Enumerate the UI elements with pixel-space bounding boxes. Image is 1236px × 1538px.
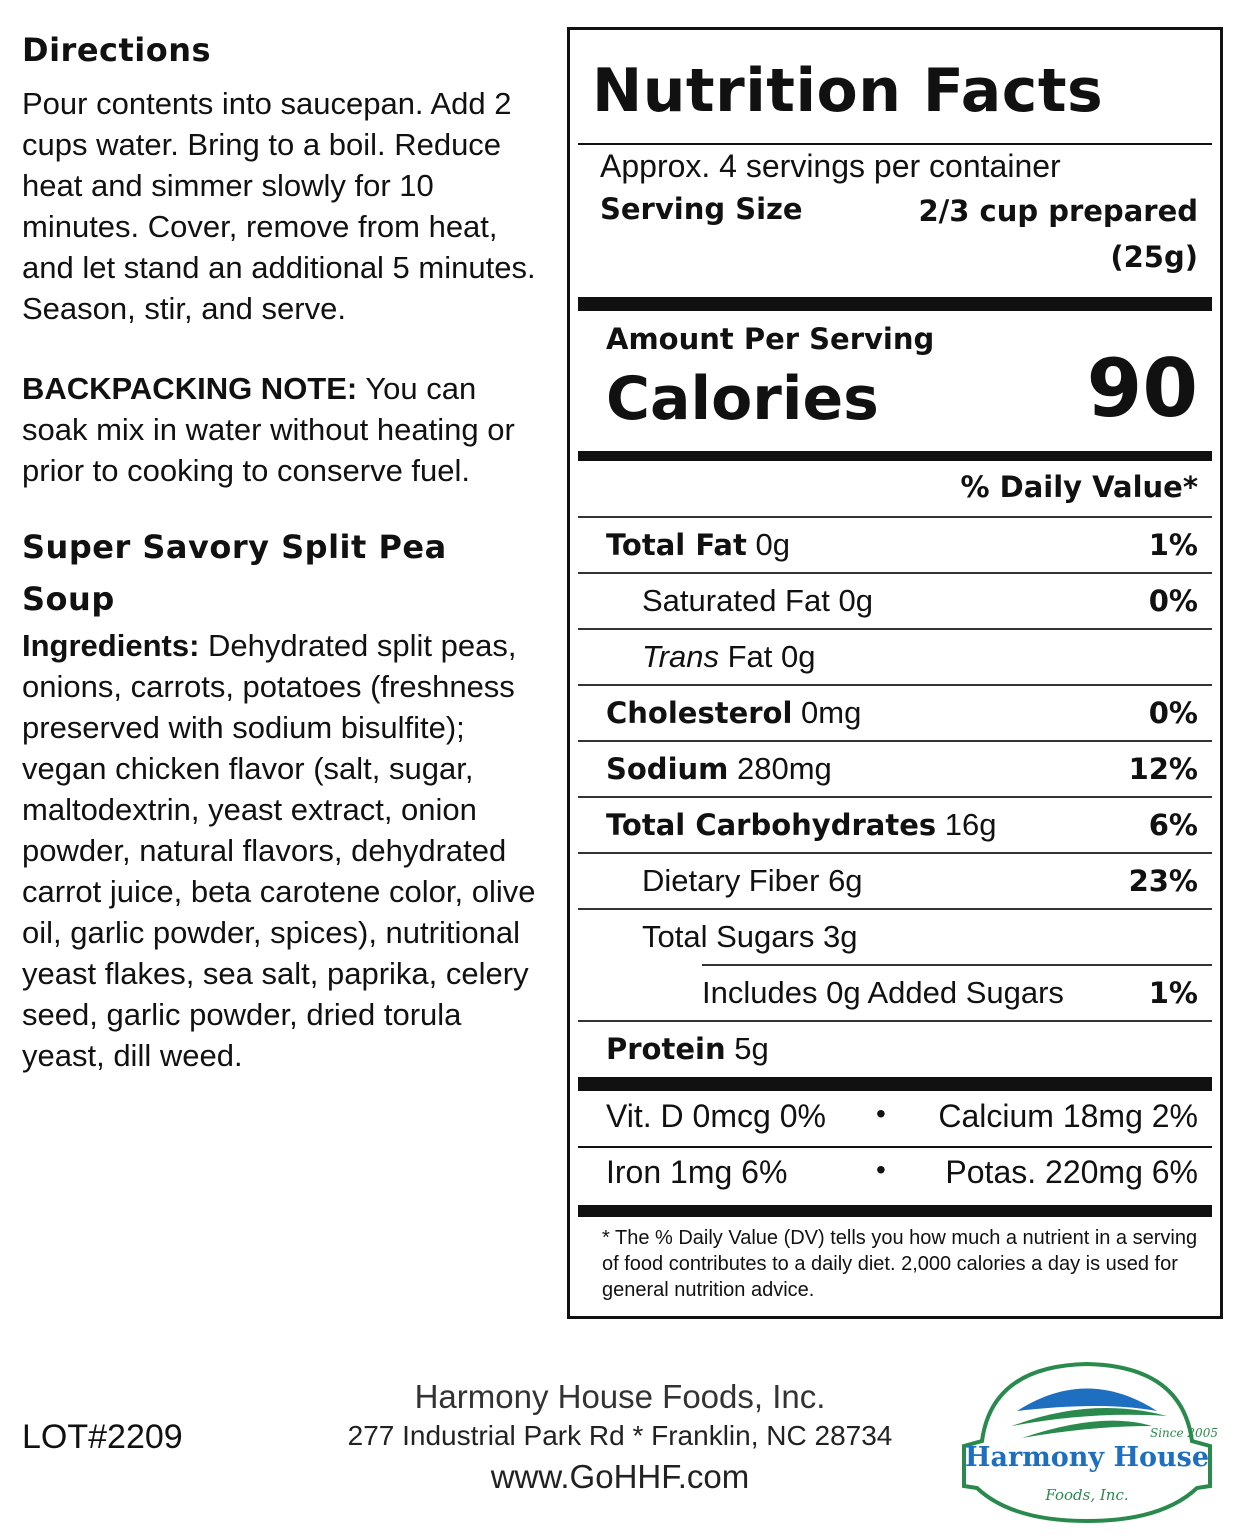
bullet: • <box>876 1154 886 1185</box>
nutrient-amount: 16g <box>944 807 997 842</box>
product-name: Super Savory Split Pea Soup <box>22 528 447 618</box>
nutrient-amount: 0mg <box>801 695 862 730</box>
nutrient-row: Total Carbohydrates 16g 6% <box>578 796 1212 852</box>
ingredients: Ingredients: Dehydrated split peas, onio… <box>22 625 537 1076</box>
divider <box>578 1146 1212 1148</box>
lot-number: LOT#2209 <box>22 1418 183 1456</box>
nutrient-label: Saturated Fat <box>642 583 830 618</box>
nutrient-pct: 0% <box>1148 584 1198 618</box>
nutrient-row: Protein 5g <box>578 1020 1212 1076</box>
ingredients-text: Dehydrated split peas, onions, carrots, … <box>22 628 536 1073</box>
servings-per-container: Approx. 4 servings per container <box>600 148 1061 184</box>
nutrient-row: Cholesterol 0mg 0% <box>578 684 1212 740</box>
nutrient-pct: 23% <box>1128 864 1198 898</box>
serving-size-label: Serving Size <box>600 192 803 226</box>
nutrient-label: Total Fat <box>606 528 747 562</box>
logo-sub: Foods, Inc. <box>1045 1486 1129 1504</box>
divider <box>578 143 1212 145</box>
logo-text: Harmony House <box>964 1442 1210 1473</box>
logo-graphic <box>962 1361 1212 1524</box>
nutrient-label: Cholesterol <box>606 696 793 730</box>
nutrient-label: Trans <box>642 639 719 674</box>
backpacking-label: BACKPACKING NOTE: <box>22 371 358 406</box>
left-column: Directions Pour contents into saucepan. … <box>22 30 537 1076</box>
iron: Iron 1mg 6% <box>606 1154 788 1190</box>
nutrient-amount: 0g <box>755 527 790 562</box>
nutrient-label: Dietary Fiber <box>642 863 820 898</box>
nutrition-title: Nutrition Facts <box>592 56 1104 126</box>
directions-text: Pour contents into saucepan. Add 2 cups … <box>22 86 536 326</box>
serving-size: 2/3 cup prepared <box>918 194 1198 228</box>
amount-per-serving: Amount Per Serving <box>606 322 935 356</box>
vitamin-d: Vit. D 0mcg 0% <box>606 1098 826 1134</box>
nutrient-pct: 6% <box>1148 808 1198 842</box>
thick-divider <box>578 1077 1212 1091</box>
nutrition-facts-panel: Nutrition Facts Approx. 4 servings per c… <box>567 27 1223 1319</box>
backpacking-note: BACKPACKING NOTE: You can soak mix in wa… <box>22 368 537 491</box>
nutrient-pct: 1% <box>1148 976 1198 1010</box>
nutrient-row: Dietary Fiber 6g 23% <box>578 852 1212 908</box>
nutrient-amount: Fat 0g <box>727 639 816 674</box>
thick-divider <box>578 297 1212 311</box>
daily-value-header: % Daily Value* <box>960 470 1198 504</box>
serving-weight: (25g) <box>1110 240 1198 274</box>
nutrient-amount: 6g <box>828 863 863 898</box>
nutrient-amount: 3g <box>822 919 858 954</box>
nutrient-row: Total Fat 0g 1% <box>578 516 1212 572</box>
nutrient-amount: 5g <box>734 1031 769 1066</box>
footnote: * The % Daily Value (DV) tells you how m… <box>602 1227 1198 1301</box>
thick-divider <box>578 451 1212 461</box>
potassium: Potas. 220mg 6% <box>945 1154 1198 1190</box>
nutrient-amount: 0g <box>838 583 873 618</box>
nutrient-row: Total Sugars 3g <box>578 908 1212 964</box>
company-website[interactable]: www.GoHHF.com <box>490 1458 750 1495</box>
nutrient-pct: 1% <box>1148 528 1198 562</box>
harmony-house-logo: Since 2005 Harmony House Foods, Inc. <box>952 1356 1222 1526</box>
calories-value: 90 <box>1086 342 1198 435</box>
company-address: 277 Industrial Park Rd * Franklin, NC 28… <box>347 1420 893 1451</box>
logo-since: Since 2005 <box>1150 1426 1218 1440</box>
nutrient-row: Saturated Fat 0g 0% <box>578 572 1212 628</box>
nutrient-label: Protein <box>606 1032 726 1066</box>
thick-divider <box>578 1205 1212 1217</box>
nutrient-row: Sodium 280mg 12% <box>578 740 1212 796</box>
calcium: Calcium 18mg 2% <box>938 1098 1198 1134</box>
bullet: • <box>876 1098 886 1129</box>
nutrient-row: Includes 0g Added Sugars 1% <box>702 964 1212 1020</box>
company-name: Harmony House Foods, Inc. <box>414 1378 826 1415</box>
company-info: Harmony House Foods, Inc. 277 Industrial… <box>320 1378 920 1496</box>
calories-label: Calories <box>606 364 879 434</box>
ingredients-label: Ingredients: <box>22 628 200 663</box>
nutrient-pct: 12% <box>1128 752 1198 786</box>
directions-heading: Directions <box>22 31 212 69</box>
nutrient-amount: 280mg <box>737 751 832 786</box>
backpacking-text: You can soak mix in water without heatin… <box>22 371 515 488</box>
nutrient-label: Includes 0g Added Sugars <box>702 975 1064 1010</box>
nutrient-pct: 0% <box>1148 696 1198 730</box>
nutrient-row: Trans Fat 0g <box>578 628 1212 684</box>
nutrient-label: Total Sugars <box>642 919 815 954</box>
nutrient-label: Total Carbohydrates <box>606 808 937 842</box>
nutrient-label: Sodium <box>606 752 729 786</box>
